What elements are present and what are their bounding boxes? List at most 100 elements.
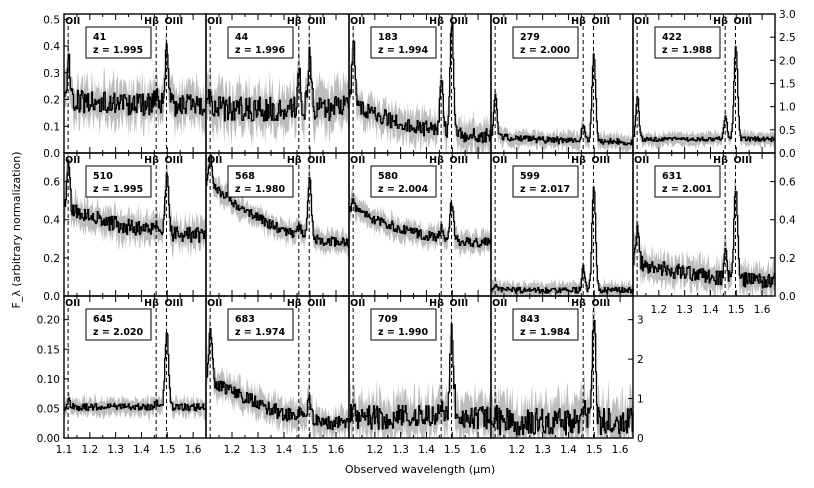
y-tick-label-right: 0.6 [779, 177, 796, 189]
y-tick-label-right: 0.0 [779, 148, 796, 160]
x-axis-label: Observed wavelength (μm) [345, 463, 495, 476]
label-oiii: OIII [591, 298, 610, 309]
x-tick-label: 1.1 [56, 444, 73, 456]
label-hbeta: Hβ [144, 155, 159, 166]
label-oiii: OIII [449, 16, 468, 27]
label-oiii: OIII [164, 16, 183, 27]
label-oiii: OIII [449, 155, 468, 166]
panel-510: OII Hβ OIII 510 z = 1.995 [63, 152, 207, 297]
error-band [349, 186, 491, 259]
label-oii: OII [65, 155, 80, 166]
id-box [370, 26, 437, 59]
y-tick-label-right: 3 [637, 315, 644, 327]
label-oii: OII [350, 16, 365, 27]
panel-683: OII Hβ OIII 683 z = 1.974 [205, 295, 350, 439]
panel-599: OII Hβ OIII 599 z = 2.017 [490, 152, 634, 297]
label-oii: OII [492, 16, 507, 27]
redshift-label: z = 1.995 [93, 45, 143, 56]
id-box [85, 26, 152, 59]
x-tick-label: 1.3 [250, 444, 267, 456]
panels-layer: OII Hβ OIII 41 z = 1.995 OII Hβ OIII 44 z = 1.996… [37, 9, 796, 456]
y-tick-label-right: 0.0 [779, 291, 796, 303]
panel-frame [490, 295, 634, 439]
y-tick-label-right: 0.5 [779, 125, 796, 137]
spectrum-line [349, 198, 492, 248]
id-box [512, 165, 579, 198]
spectrum-line [349, 21, 492, 144]
label-oiii: OIII [307, 155, 326, 166]
x-tick-label: 1.4 [560, 444, 577, 456]
x-tick-label: 1.2 [366, 444, 383, 456]
label-oiii: OIII [449, 298, 468, 309]
label-oii: OII [492, 155, 507, 166]
x-tick-label: 1.6 [612, 444, 629, 456]
object-id: 631 [662, 171, 682, 182]
redshift-label: z = 1.974 [235, 327, 286, 338]
spectrum-line [64, 43, 207, 117]
label-oii: OII [350, 298, 365, 309]
x-tick-label: 1.5 [728, 304, 745, 316]
object-id: 422 [662, 32, 682, 43]
label-hbeta: Hβ [429, 298, 444, 309]
y-tick-label: 0.20 [37, 315, 60, 327]
x-tick-label: 1.3 [534, 444, 551, 456]
y-tick-label-right: 2.0 [779, 55, 796, 67]
redshift-label: z = 2.000 [520, 45, 571, 56]
label-oii: OII [207, 298, 222, 309]
panel-709: OII Hβ OIII 709 z = 1.990 [348, 295, 492, 439]
y-tick-label: 0.10 [37, 374, 60, 386]
y-tick-label-right: 1.5 [779, 79, 796, 91]
y-tick-label: 0.5 [43, 14, 60, 26]
x-tick-label: 1.2 [224, 444, 241, 456]
x-tick-label: 1.4 [133, 444, 150, 456]
label-oiii: OIII [591, 16, 610, 27]
id-box [512, 308, 579, 341]
label-hbeta: Hβ [713, 16, 728, 27]
x-tick-label: 1.5 [159, 444, 176, 456]
redshift-label: z = 2.020 [93, 327, 144, 338]
id-box [85, 165, 152, 198]
label-oii: OII [65, 16, 80, 27]
object-id: 683 [235, 314, 255, 325]
label-oii: OII [350, 155, 365, 166]
id-box [227, 26, 294, 59]
spectrum-line [491, 319, 634, 436]
object-id: 44 [235, 32, 249, 43]
spectrum-line [633, 46, 776, 143]
panel-631: OII Hβ OIII 631 z = 2.001 [632, 152, 776, 297]
panel-568: OII Hβ OIII 568 z = 1.980 [205, 152, 350, 297]
x-tick-label: 1.2 [650, 304, 667, 316]
y-tick-label: 0.3 [43, 68, 60, 80]
panel-279: OII Hβ OIII 279 z = 2.000 [490, 13, 634, 154]
object-id: 183 [378, 32, 398, 43]
x-tick-label: 1.4 [276, 444, 293, 456]
x-tick-label: 1.3 [676, 304, 693, 316]
redshift-label: z = 1.996 [235, 45, 286, 56]
panel-422: OII Hβ OIII 422 z = 1.988 [632, 13, 776, 154]
label-hbeta: Hβ [287, 16, 302, 27]
spectrum-line [349, 323, 492, 430]
redshift-label: z = 2.017 [520, 184, 570, 195]
object-id: 843 [520, 314, 540, 325]
y-axis-label: F_λ (arbitrary normalization) [10, 151, 23, 308]
id-box [227, 308, 294, 341]
id-box [370, 165, 437, 198]
redshift-label: z = 1.995 [93, 184, 143, 195]
y-tick-label-right: 2.5 [779, 32, 796, 44]
object-id: 580 [378, 171, 398, 182]
label-hbeta: Hβ [571, 16, 586, 27]
y-tick-label: 0.4 [43, 41, 60, 53]
object-id: 510 [93, 171, 113, 182]
label-hbeta: Hβ [144, 298, 159, 309]
spectrum-line [64, 332, 207, 412]
x-tick-label: 1.3 [392, 444, 409, 456]
label-oii: OII [634, 16, 649, 27]
redshift-label: z = 1.984 [520, 327, 571, 338]
label-oii: OII [65, 298, 80, 309]
x-tick-label: 1.5 [444, 444, 461, 456]
label-hbeta: Hβ [713, 155, 728, 166]
label-oiii: OIII [733, 16, 752, 27]
redshift-label: z = 1.994 [378, 45, 429, 56]
redshift-label: z = 1.990 [378, 327, 429, 338]
